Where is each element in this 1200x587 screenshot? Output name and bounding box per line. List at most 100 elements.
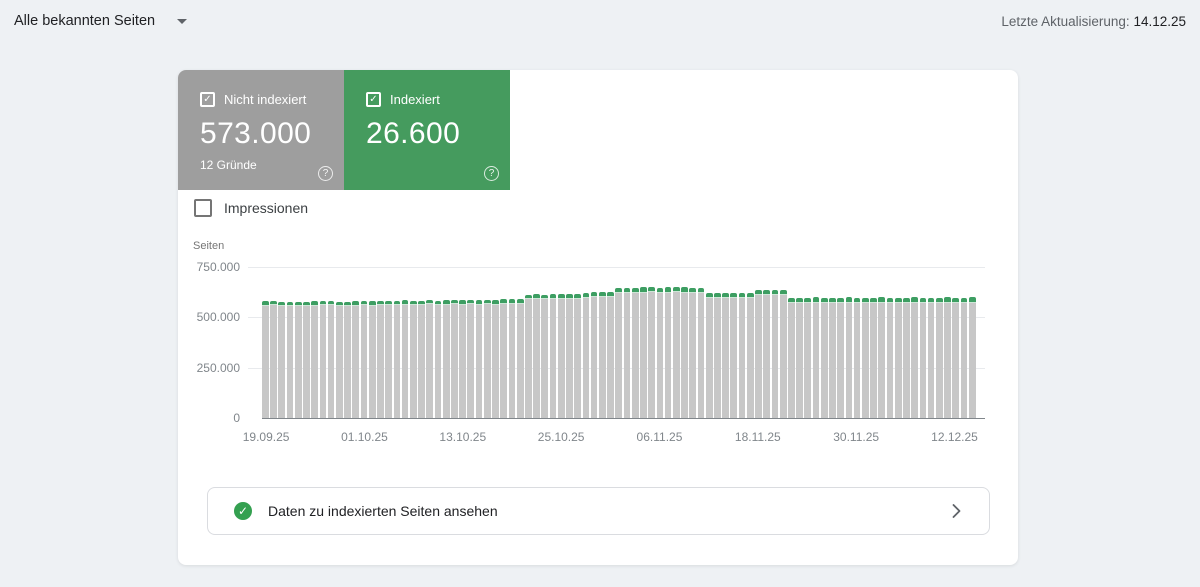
chart-bar[interactable]	[861, 297, 869, 418]
chart-bar[interactable]	[952, 297, 960, 418]
indexed-checkbox[interactable]: ✓	[366, 92, 381, 107]
chart-bar[interactable]	[516, 298, 524, 418]
chart-bar[interactable]	[294, 301, 302, 418]
chart-bar[interactable]	[525, 294, 532, 418]
chart-bar[interactable]	[853, 297, 861, 418]
chart-bar[interactable]	[426, 299, 434, 418]
chart-bar[interactable]	[738, 293, 746, 418]
chart-bar[interactable]	[582, 292, 590, 418]
chart-bar[interactable]	[500, 299, 508, 418]
chart-bar[interactable]	[574, 294, 582, 418]
impressions-checkbox[interactable]	[194, 199, 212, 217]
chart-bar[interactable]	[681, 287, 688, 418]
chart-bar[interactable]	[894, 297, 902, 418]
chart-bar[interactable]	[640, 287, 647, 418]
chart-bar[interactable]	[409, 300, 417, 418]
chart-bar[interactable]	[648, 287, 655, 418]
chart-bar[interactable]	[475, 300, 483, 418]
chart-bar[interactable]	[935, 297, 943, 418]
chart-bar[interactable]	[960, 297, 968, 418]
chart-bar[interactable]	[607, 292, 614, 418]
chart-bar[interactable]	[508, 299, 516, 418]
view-indexed-data-button[interactable]: ✓ Daten zu indexierten Seiten ansehen	[207, 487, 990, 535]
chart-bar[interactable]	[352, 301, 360, 418]
chart-bar[interactable]	[763, 290, 771, 418]
chart-bar[interactable]	[705, 292, 713, 418]
last-update-date: 14.12.25	[1133, 13, 1186, 29]
chart-bar[interactable]	[541, 294, 549, 418]
chart-bar[interactable]	[919, 297, 927, 418]
chart-bar[interactable]	[870, 297, 877, 418]
chart-bar[interactable]	[311, 301, 319, 418]
metric-not-indexed[interactable]: ✓ Nicht indexiert 573.000 12 Gründe ?	[178, 70, 344, 190]
chart-bar[interactable]	[820, 297, 828, 418]
chart-bar[interactable]	[746, 292, 754, 418]
chart-bar[interactable]	[796, 297, 803, 418]
not-indexed-checkbox[interactable]: ✓	[200, 92, 215, 107]
chart-bar[interactable]	[401, 300, 409, 418]
chart-bar[interactable]	[755, 290, 762, 418]
chart-bar[interactable]	[483, 299, 491, 418]
chart-bar[interactable]	[656, 287, 664, 418]
chart-bar[interactable]	[327, 300, 335, 418]
chart-bar[interactable]	[837, 297, 845, 418]
chart-bar[interactable]	[303, 301, 310, 418]
chart-bar[interactable]	[927, 297, 935, 418]
chart-bar[interactable]	[968, 297, 976, 418]
metric-indexed[interactable]: ✓ Indexiert 26.600 ?	[344, 70, 510, 190]
chart-bar[interactable]	[566, 293, 573, 418]
chart-bar[interactable]	[779, 290, 787, 418]
chart-bar[interactable]	[335, 301, 343, 418]
chart-bar[interactable]	[344, 301, 351, 418]
chart-bar[interactable]	[845, 297, 853, 418]
help-icon[interactable]: ?	[318, 166, 333, 181]
chart-bar[interactable]	[377, 300, 384, 418]
chart-bar[interactable]	[771, 289, 779, 418]
chart-bar[interactable]	[286, 301, 294, 418]
chart-bar[interactable]	[557, 294, 565, 418]
chart-bar[interactable]	[459, 300, 466, 418]
chart-bar[interactable]	[385, 300, 392, 418]
chart-bar[interactable]	[434, 300, 442, 418]
chart-bar[interactable]	[368, 301, 376, 418]
chart-bar[interactable]	[903, 297, 910, 418]
chart-bar[interactable]	[623, 287, 631, 418]
chart-bar[interactable]	[615, 288, 623, 418]
chart-bar[interactable]	[664, 287, 672, 418]
chart-bar[interactable]	[492, 300, 499, 418]
chart-bar[interactable]	[278, 301, 286, 418]
chart-bar[interactable]	[730, 292, 738, 418]
chart-bar[interactable]	[829, 297, 836, 418]
chart-bar[interactable]	[878, 297, 886, 418]
chart-bar[interactable]	[672, 287, 680, 418]
chart-bar[interactable]	[533, 294, 540, 418]
chart-bar[interactable]	[722, 292, 729, 418]
x-axis-tick-label: 13.10.25	[439, 430, 487, 444]
chart-bar[interactable]	[631, 288, 639, 418]
chart-bar[interactable]	[393, 300, 401, 418]
page-scope-dropdown[interactable]: Alle bekannten Seiten	[14, 13, 188, 29]
bar-segment-indexed	[262, 301, 269, 306]
chart-bar[interactable]	[418, 300, 425, 418]
chart-bar[interactable]	[944, 297, 951, 418]
chart-bar[interactable]	[590, 292, 598, 418]
chart-bar[interactable]	[270, 301, 277, 418]
chart-bar[interactable]	[442, 300, 450, 418]
chart-bar[interactable]	[714, 293, 721, 418]
chart-bar[interactable]	[804, 297, 812, 418]
help-icon[interactable]: ?	[484, 166, 499, 181]
chart-bar[interactable]	[812, 297, 820, 418]
chart-bar[interactable]	[788, 297, 795, 418]
impressions-toggle[interactable]: Impressionen	[194, 198, 308, 218]
chart-bar[interactable]	[262, 301, 269, 418]
chart-bar[interactable]	[360, 300, 368, 418]
chart-bar[interactable]	[886, 297, 894, 418]
chart-bar[interactable]	[689, 287, 697, 418]
chart-bar[interactable]	[598, 292, 606, 418]
chart-bar[interactable]	[319, 300, 327, 418]
chart-bar[interactable]	[451, 299, 458, 418]
chart-bar[interactable]	[911, 297, 918, 418]
chart-bar[interactable]	[467, 300, 475, 418]
chart-bar[interactable]	[697, 287, 705, 418]
chart-bar[interactable]	[549, 294, 557, 418]
